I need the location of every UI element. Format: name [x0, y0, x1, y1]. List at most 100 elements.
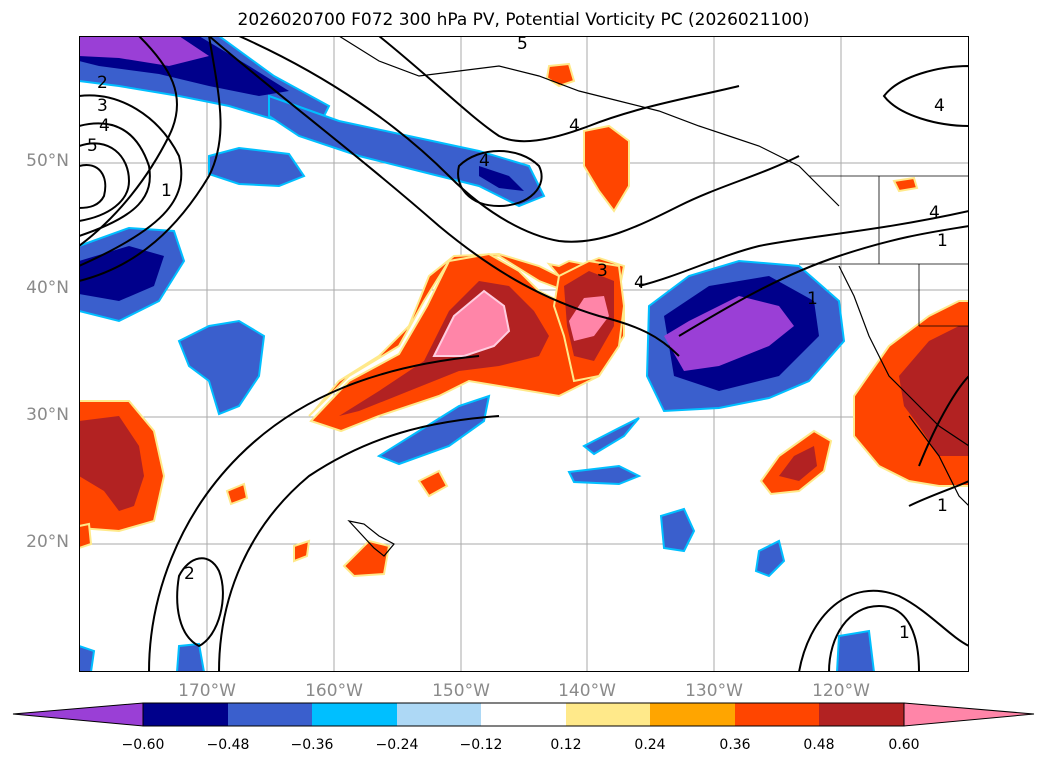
lon-label-120w: 120°W: [812, 681, 870, 701]
colorbar-segment: [312, 703, 397, 726]
contour-4-west: [79, 142, 131, 222]
contour-upper-2: [378, 36, 740, 143]
contour-label: 4: [99, 116, 110, 136]
contour-label: 4: [479, 151, 490, 171]
contour-label: 1: [161, 181, 172, 201]
pv-positive-west-30n-core: [79, 416, 144, 511]
contour-1-south-outer: [798, 589, 969, 672]
contour-label: 1: [807, 289, 818, 309]
contour-label: 1: [899, 623, 910, 643]
lat-label-30n: 30°N: [26, 405, 69, 425]
map-panel[interactable]: 2 3 4 5 1 4 5 4 3 4 2 1 4 4 1 1 1: [79, 36, 969, 672]
colorbar-tick: 0.36: [719, 737, 751, 753]
contour-3-west: [79, 122, 151, 237]
colorbar-tick: 0.12: [550, 737, 582, 753]
pv-positive-east-coast-core: [899, 326, 969, 456]
contour-outer-sw2: [218, 415, 500, 672]
contour-label: 2: [97, 73, 108, 93]
colorbar-outline: [142, 702, 905, 727]
contour-label: 4: [569, 116, 580, 136]
contour-label: 4: [934, 96, 945, 116]
pv-negative-west-40n-core: [79, 246, 164, 301]
colorbar-tick: −0.12: [459, 737, 503, 753]
colorbar-tick: 0.60: [888, 737, 920, 753]
pv-negative-north-band-core: [479, 166, 524, 191]
pv-positive-central-pink: [432, 289, 511, 357]
contour-label: 3: [597, 261, 608, 281]
colorbar: [12, 702, 1035, 727]
contour-label: 3: [97, 96, 108, 116]
pv-negative-sw: [175, 642, 206, 672]
contour-4-north-closed: [457, 150, 543, 208]
contour-outer-sw: [148, 355, 480, 672]
borders: [799, 175, 969, 327]
pv-positive-hawaii-area: [342, 539, 391, 578]
colorbar-tick: −0.24: [375, 737, 419, 753]
contour-low-east: [918, 375, 969, 467]
pv-negative-small-50n: [208, 146, 306, 188]
coastline-hawaii: [347, 520, 395, 557]
colorbar-extend-left: [12, 702, 144, 727]
contour-2-west: [79, 94, 183, 267]
contour-label: 5: [517, 36, 528, 54]
pv-positive-north: [583, 124, 630, 213]
lat-label-50n: 50°N: [26, 151, 69, 171]
contour-label: 2: [184, 564, 195, 584]
coastline-us-west: [838, 265, 969, 447]
contour-4-ne: [882, 64, 969, 128]
colorbar-segment: [481, 703, 566, 726]
colorbar-segment: [397, 703, 481, 726]
contour-5-west: [79, 164, 107, 209]
lon-label-160w: 160°W: [305, 681, 363, 701]
contour-label: 5: [87, 136, 98, 156]
lon-label-130w: 130°W: [685, 681, 743, 701]
colorbar-segment: [143, 703, 228, 726]
pv-negative-south: [835, 629, 876, 672]
contour-4-east: [638, 210, 969, 287]
pv-positive-north-small: [545, 62, 576, 88]
contour-1-se: [908, 480, 969, 507]
pv-positive-small-1: [417, 469, 449, 498]
lon-label-140w: 140°W: [558, 681, 616, 701]
colorbar-segment: [228, 703, 312, 726]
pv-negative-central-blob: [177, 319, 266, 416]
pv-map: 2 3 4 5 1 4 5 4 3 4 2 1 4 4 1 1 1: [79, 36, 969, 672]
contour-trough: [208, 36, 680, 357]
positive-pv-shading: [79, 62, 969, 578]
colorbar-segment: [819, 703, 904, 726]
lon-label-170w: 170°W: [178, 681, 236, 701]
lon-label-150w: 150°W: [432, 681, 490, 701]
contours: [79, 36, 969, 672]
contour-label: 4: [634, 273, 645, 293]
negative-pv-shading: [79, 36, 876, 672]
contour-label: 4: [929, 203, 940, 223]
colorbar-tick: −0.60: [121, 737, 165, 753]
pv-negative-nw-purple: [79, 36, 209, 66]
pv-positive-north-east-small: [892, 176, 919, 193]
contour-upper-1: [238, 36, 800, 243]
contour-label: 1: [937, 496, 948, 516]
contour-1-east: [678, 225, 969, 337]
pv-positive-east-pink: [569, 296, 609, 341]
contour-1-west: [79, 36, 178, 247]
pv-negative-east-purple: [664, 296, 794, 371]
lat-label-20n: 20°N: [26, 532, 69, 552]
lat-label-40n: 40°N: [26, 278, 69, 298]
pv-negative-small-se: [754, 539, 786, 578]
pv-negative-east-tail2: [567, 464, 642, 486]
map-title: 2026020700 F072 300 hPa PV, Potential Vo…: [237, 10, 810, 30]
pv-negative-north-band: [268, 94, 546, 208]
pv-positive-west-20n: [79, 522, 93, 550]
pv-negative-east-tail: [582, 417, 640, 456]
pv-positive-small-3: [293, 539, 311, 563]
colorbar-tick: 0.24: [634, 737, 666, 753]
colorbar-tick: −0.48: [206, 737, 250, 753]
colorbar-segment: [566, 703, 650, 726]
coastline-baja: [908, 415, 969, 507]
pv-negative-corner: [79, 644, 96, 672]
pv-negative-blob-20n: [659, 507, 696, 553]
contour-main-ridge: [79, 36, 222, 282]
pv-positive-small-2: [225, 482, 249, 506]
colorbar-tick: −0.36: [290, 737, 334, 753]
colorbar-tick: 0.48: [803, 737, 835, 753]
